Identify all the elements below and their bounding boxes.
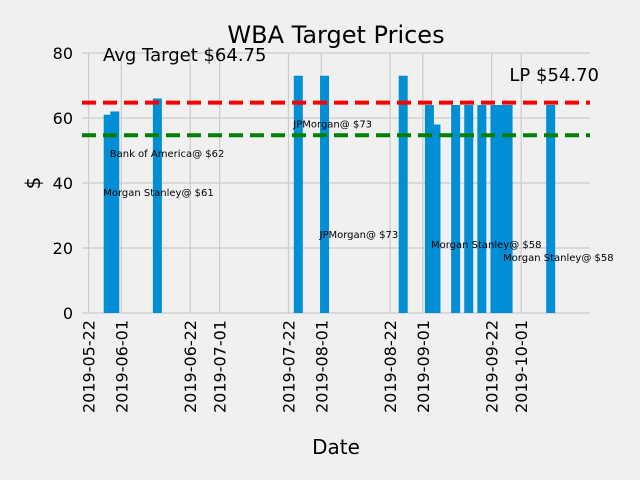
bar-5 bbox=[398, 75, 408, 313]
bar-3 bbox=[293, 75, 303, 313]
x-tick-label: 2019-06-22 bbox=[181, 320, 200, 413]
bar-13 bbox=[503, 105, 513, 313]
bar-11 bbox=[490, 105, 500, 313]
bar-7 bbox=[431, 124, 441, 313]
x-tick-label: 2019-05-22 bbox=[80, 320, 99, 413]
bar-10 bbox=[477, 105, 487, 313]
bar-14 bbox=[546, 105, 556, 313]
y-tick-label: 40 bbox=[53, 174, 73, 193]
x-tick-label: 2019-08-01 bbox=[312, 320, 331, 413]
bar-8 bbox=[451, 105, 461, 313]
last_price-label: LP $54.70 bbox=[509, 65, 599, 86]
bar-6 bbox=[424, 105, 434, 313]
x-tick-label: 2019-08-22 bbox=[381, 320, 400, 413]
x-tick-label: 2019-07-22 bbox=[279, 320, 298, 413]
bar-2 bbox=[152, 98, 162, 313]
bar-annotation-3: JPMorgan@ $73 bbox=[319, 230, 399, 241]
avg_target-label: Avg Target $64.75 bbox=[103, 45, 266, 66]
bar-0 bbox=[103, 114, 113, 313]
bar-12 bbox=[497, 105, 507, 313]
x-tick-label: 2019-07-01 bbox=[211, 320, 230, 413]
x-tick-label: 2019-09-22 bbox=[483, 320, 502, 413]
bar-annotation-4: Morgan Stanley@ $58 bbox=[431, 240, 542, 251]
chart-title: WBA Target Prices bbox=[227, 21, 444, 49]
bar-4 bbox=[320, 75, 330, 313]
bar-9 bbox=[464, 105, 474, 313]
y-tick-label: 20 bbox=[53, 239, 73, 258]
bar-1 bbox=[110, 111, 120, 313]
x-tick-label: 2019-10-01 bbox=[512, 320, 531, 413]
y-axis-title: $ bbox=[21, 177, 45, 190]
y-tick-label: 0 bbox=[63, 304, 73, 323]
y-tick-label: 80 bbox=[53, 44, 73, 63]
x-axis-title: Date bbox=[312, 435, 360, 459]
bar-annotation-2: JPMorgan@ $73 bbox=[292, 120, 372, 131]
bar-annotation-1: Bank of America@ $62 bbox=[110, 149, 225, 160]
x-tick-label: 2019-06-01 bbox=[112, 320, 131, 413]
y-tick-label: 60 bbox=[53, 109, 73, 128]
x-tick-label: 2019-09-01 bbox=[414, 320, 433, 413]
bar-annotation-5: Morgan Stanley@ $58 bbox=[503, 253, 614, 264]
bar-annotation-0: Morgan Stanley@ $61 bbox=[103, 188, 214, 199]
